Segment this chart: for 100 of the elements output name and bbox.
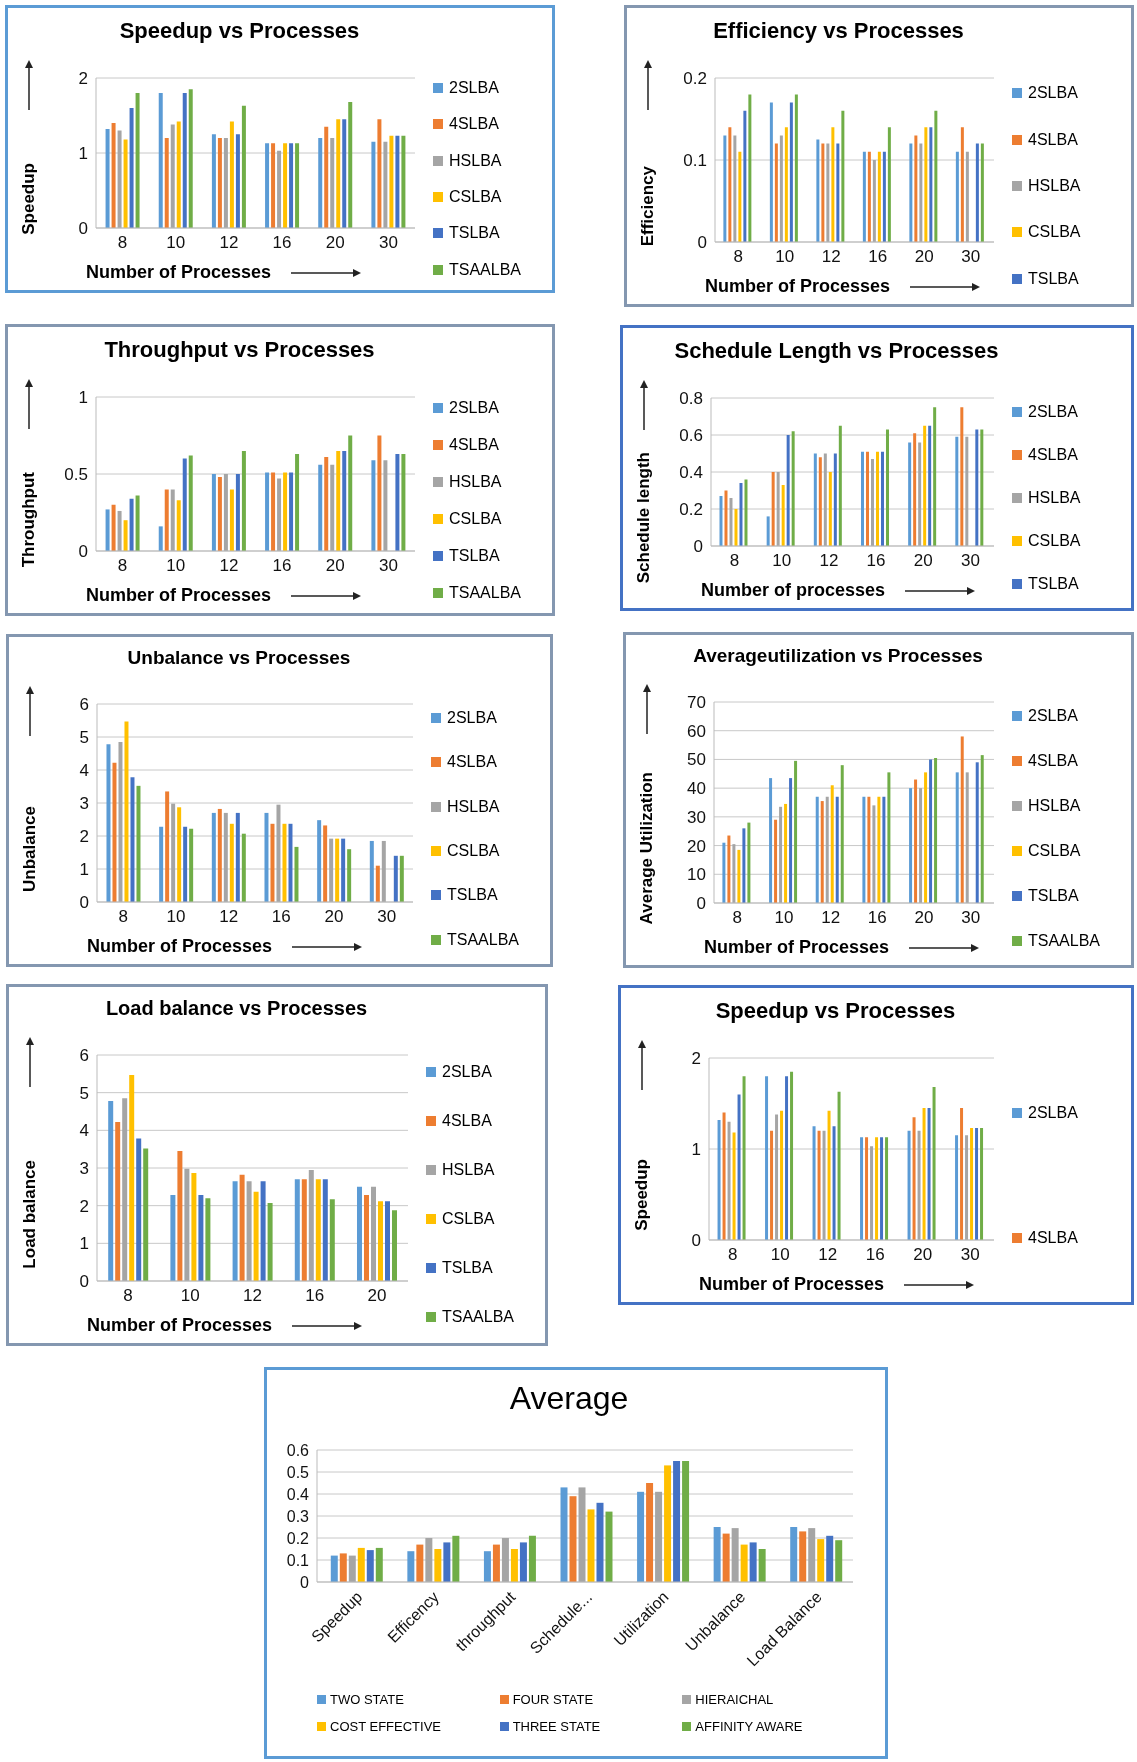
bar [832,1126,836,1240]
bar [719,496,723,546]
x-tick-label: 8 [118,907,129,927]
legend-label: 4SLBA [446,753,498,772]
bar [324,126,329,228]
chart-title: Speedup vs Processes [714,998,957,1024]
legend-label: TSLBA [1027,575,1080,594]
bar [875,451,879,546]
legend-label: CSLBA [446,842,501,861]
bar [918,442,922,546]
legend-label: 2SLBA [441,1062,493,1081]
bar [322,1179,328,1281]
bar [780,1110,784,1240]
bar [416,1544,424,1582]
x-axis-title: Number of Processes [87,1315,273,1336]
bar [769,102,773,242]
x-axis-title: Number of Processes [86,262,272,283]
y-tick-label: 40 [687,779,706,799]
bar [771,472,775,546]
chart-title: Unbalance vs Processes [126,647,352,669]
x-tick-label: 30 [961,908,981,928]
bar [183,826,188,902]
bar [342,119,347,228]
bar [135,495,140,551]
bar [758,1549,766,1582]
y-tick-label: 0 [79,893,89,913]
legend-label: TSLBA [441,1258,494,1277]
bar [664,1465,672,1582]
bar [833,453,837,546]
bar [731,1528,739,1582]
x-tick-label: 8 [123,1286,133,1306]
bar [717,1119,721,1240]
bar [264,812,269,902]
bar [395,453,400,551]
bar [123,520,128,551]
bar [587,1509,595,1582]
bar [789,102,793,242]
bar [277,478,282,551]
y-tick-label: 1 [79,1234,89,1254]
bar [785,1076,789,1240]
bar [727,835,731,903]
bar [817,1130,821,1240]
x-tick-label: 12 [219,556,239,576]
x-tick-label: 10 [774,908,794,928]
bar [821,143,825,242]
bar [348,1555,356,1582]
legend-label: CSLBA [1027,532,1081,551]
bar [980,1128,984,1240]
bar [742,1076,746,1240]
bar [158,93,163,228]
legend-label: CSLBA [441,1209,496,1228]
bar [282,823,287,902]
x-tick-label: 12 [821,908,841,928]
bar [724,490,728,546]
legend-label: THREE STATE [511,1719,602,1734]
bar [975,429,979,546]
y-tick-label: 0 [78,219,88,239]
bar [329,1199,335,1281]
bar [135,93,140,228]
x-tick-label: 16 [272,556,292,576]
legend-label: TSAALBA [448,260,522,279]
bar [841,110,845,242]
bar [366,1550,374,1582]
bar [980,755,984,903]
bar [182,458,187,551]
bar [922,1108,926,1240]
bar [229,121,234,228]
bar [265,472,270,551]
bar [112,762,117,902]
x-tick-label: 10 [166,233,186,253]
bar [318,138,323,228]
bar [776,472,780,546]
x-axis-title: Number of Processes [699,1274,885,1295]
bar [835,796,839,903]
bar [870,1146,874,1240]
bar [885,429,889,546]
bar [295,453,300,551]
bar [528,1535,536,1582]
x-tick-label: 20 [913,1245,933,1265]
chart-title: Efficiency vs Processes [712,18,965,44]
bar [737,849,741,903]
bar [929,759,933,903]
y-tick-label: 1 [78,144,88,164]
y-tick-label: 1 [691,1140,701,1160]
y-tick-label: 2 [79,827,89,847]
y-tick-label: 0.4 [679,463,703,483]
bar [283,143,288,228]
bar [117,510,122,551]
bar [578,1487,586,1582]
bar [223,474,228,551]
legend-label: CSLBA [448,509,503,528]
y-tick-label: 0.2 [679,500,703,520]
bar [377,119,382,228]
bar [840,765,844,903]
bar [188,455,193,551]
y-tick-label: 4 [79,761,89,781]
y-tick-label: 0.3 [286,1507,310,1525]
bar [165,791,170,902]
bar [129,498,134,551]
y-axis-title: Load balance [20,1159,40,1269]
